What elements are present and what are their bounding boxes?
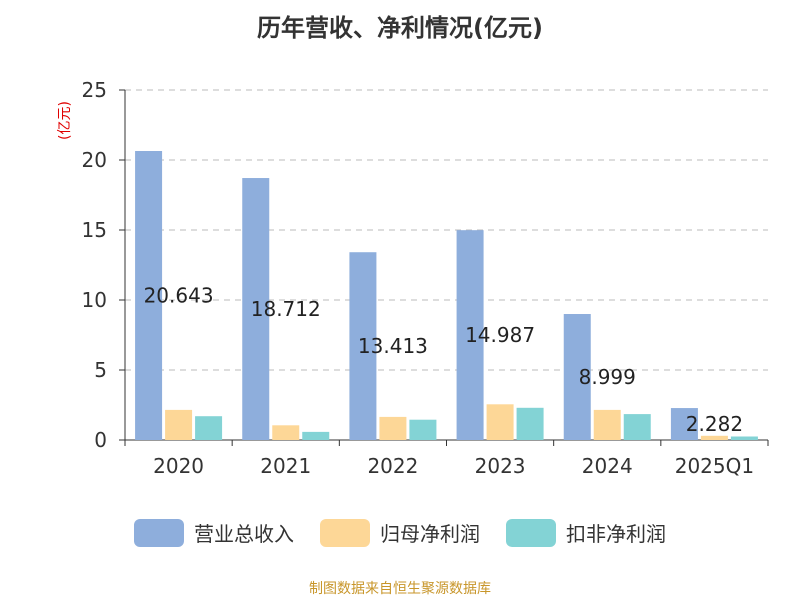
y-tick-label: 5 [94,358,107,382]
bar-revenue [135,150,163,441]
bar-deducted-profit [516,407,544,440]
bar-deducted-profit [409,419,437,440]
x-tick-label: 2023 [475,454,526,478]
legend-item-revenue[interactable]: 营业总收入 [134,518,294,547]
bar-revenue [349,252,377,440]
bar-deducted-profit [730,436,758,440]
bar-parent-profit [593,409,621,440]
y-tick-label: 10 [82,288,107,312]
bar-revenue [563,314,591,440]
x-tick-label: 2021 [260,454,311,478]
bar-parent-profit [486,404,514,440]
legend-label-deducted-profit: 扣非净利润 [566,522,666,546]
legend-swatch-deducted-profit [506,518,556,547]
bar-parent-profit [379,416,407,440]
data-source-note: 制图数据来自恒生聚源数据库 [309,581,491,597]
data-label-revenue: 20.643 [144,283,214,307]
legend: 营业总收入 归母净利润 扣非净利润 [0,518,800,547]
legend-item-deducted-profit[interactable]: 扣非净利润 [506,518,666,547]
bar-parent-profit [700,435,728,440]
bar-revenue [670,408,698,440]
bar-revenue [456,230,484,440]
x-tick-label: 2024 [582,454,633,478]
bar-deducted-profit [195,416,223,440]
legend-swatch-revenue [134,518,184,547]
chart-title: 历年营收、净利情况(亿元) [257,14,543,42]
legend-label-parent-profit: 归母净利润 [380,522,480,546]
y-tick-label: 0 [94,428,107,452]
bar-parent-profit [272,425,300,440]
legend-label-revenue: 营业总收入 [194,522,294,546]
data-label-revenue: 13.413 [358,334,428,358]
legend-swatch-parent-profit [320,518,370,547]
x-tick-label: 2025Q1 [675,454,754,478]
x-tick-label: 2020 [153,454,204,478]
y-tick-label: 15 [82,218,107,242]
data-label-revenue: 8.999 [579,365,636,389]
data-label-revenue: 14.987 [465,323,535,347]
legend-item-parent-profit[interactable]: 归母净利润 [320,518,480,547]
x-tick-label: 2022 [367,454,418,478]
bar-parent-profit [165,409,193,440]
y-tick-label: 25 [82,78,107,102]
bar-deducted-profit [302,431,330,440]
data-label-revenue: 18.712 [251,297,321,321]
bar-deducted-profit [623,414,651,440]
data-label-revenue: 2.282 [686,412,743,436]
y-tick-label: 20 [82,148,107,172]
bar-revenue [242,178,270,441]
